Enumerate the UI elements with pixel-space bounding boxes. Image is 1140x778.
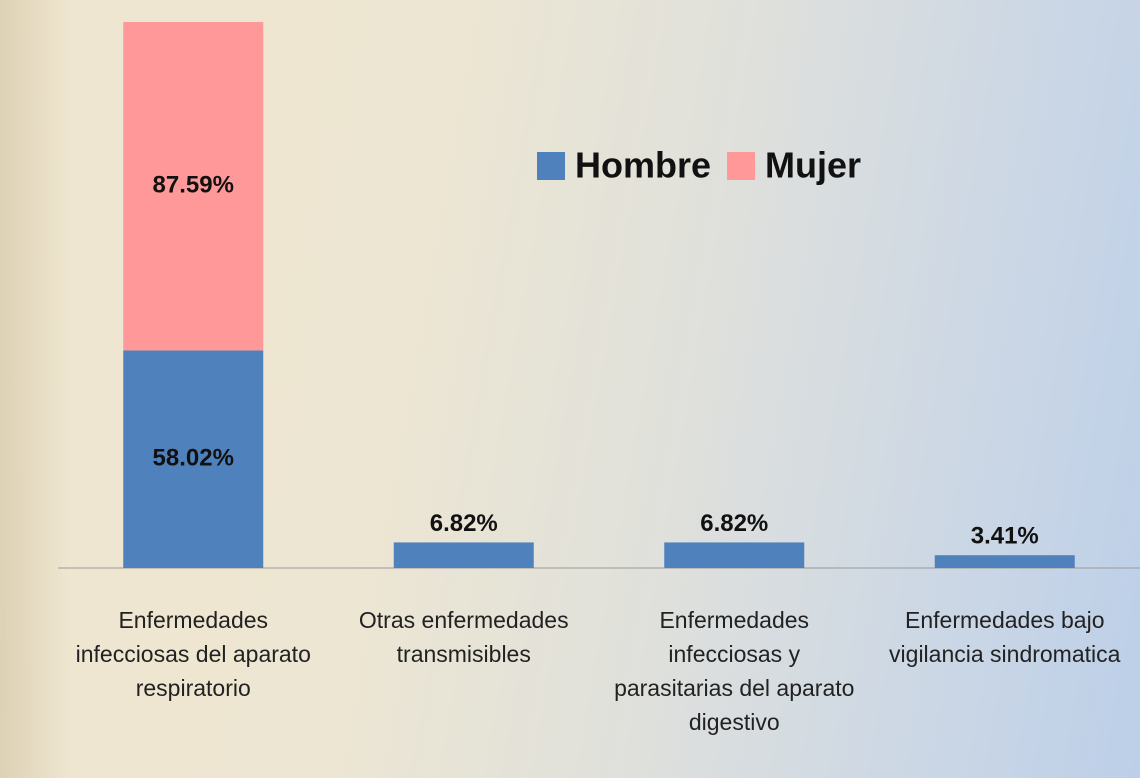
bar-segment bbox=[123, 350, 264, 568]
bar-segment bbox=[123, 22, 264, 351]
x-tick-label: Enfermedades infecciosas y parasitarias … bbox=[614, 607, 855, 735]
x-tick-label: Enfermedades bajo vigilancia sindromatic… bbox=[889, 607, 1121, 667]
data-label: 87.59% bbox=[153, 172, 234, 199]
background-shade bbox=[0, 0, 70, 778]
legend-swatch bbox=[537, 152, 565, 180]
legend-label: Hombre bbox=[575, 145, 711, 186]
data-label: 58.02% bbox=[153, 445, 234, 472]
legend-label: Mujer bbox=[765, 145, 861, 186]
bar-segment bbox=[393, 542, 534, 568]
data-label: 6.82% bbox=[700, 510, 768, 537]
bar-segment bbox=[934, 555, 1075, 568]
data-label: 6.82% bbox=[430, 510, 498, 537]
x-tick-label: Otras enfermedades transmisibles bbox=[358, 607, 569, 667]
bar-segment bbox=[664, 542, 805, 568]
legend-swatch bbox=[727, 152, 756, 180]
data-label: 3.41% bbox=[971, 523, 1039, 550]
x-tick-label: Enfermedades infecciosas del aparato res… bbox=[75, 607, 311, 701]
